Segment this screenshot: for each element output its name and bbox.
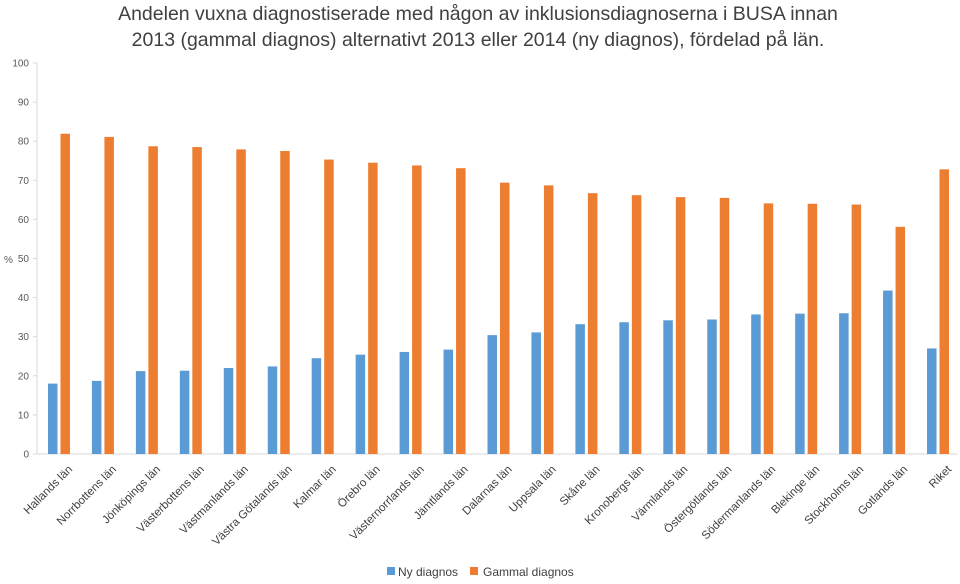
bar-ny-diagnos bbox=[707, 319, 717, 454]
chart-title-line-2: 2013 (gammal diagnos) alternativt 2013 e… bbox=[132, 29, 825, 51]
bar-ny-diagnos bbox=[91, 380, 102, 454]
x-category-label: Södermanlands län bbox=[700, 464, 779, 543]
bar-ny-diagnos bbox=[47, 383, 58, 454]
bar-gammal-diagnos bbox=[543, 185, 554, 454]
y-tick-label: 80 bbox=[18, 137, 30, 148]
x-category-label: Örebro län bbox=[336, 464, 383, 511]
bar-gammal-diagnos bbox=[368, 162, 378, 454]
legend: Ny diagnos Gammal diagnos bbox=[387, 565, 574, 579]
y-tick-label: 20 bbox=[18, 371, 30, 382]
bar-gammal-diagnos bbox=[500, 182, 510, 454]
bar-ny-diagnos bbox=[751, 314, 761, 454]
x-category-label: Riket bbox=[927, 463, 955, 491]
bar-gammal-diagnos bbox=[280, 150, 290, 454]
bar-gammal-diagnos bbox=[851, 204, 862, 454]
bar-gammal-diagnos bbox=[60, 133, 70, 454]
legend-label-gammal-diagnos: Gammal diagnos bbox=[483, 565, 574, 579]
bar-gammal-diagnos bbox=[324, 159, 334, 454]
bar-gammal-diagnos bbox=[412, 165, 422, 454]
bar-ny-diagnos bbox=[487, 335, 497, 454]
bar-ny-diagnos bbox=[663, 320, 673, 454]
bar-ny-diagnos bbox=[135, 371, 146, 454]
y-tick-label: 70 bbox=[18, 176, 30, 187]
bar-gammal-diagnos bbox=[807, 203, 818, 454]
bar-ny-diagnos bbox=[355, 354, 366, 454]
bar-ny-diagnos bbox=[619, 322, 629, 454]
y-tick-label: 50 bbox=[18, 254, 30, 265]
bar-ny-diagnos bbox=[531, 332, 541, 454]
bar-gammal-diagnos bbox=[719, 197, 730, 454]
y-tick-label: 60 bbox=[18, 215, 30, 226]
bar-gammal-diagnos bbox=[104, 136, 114, 454]
legend-swatch-gammal-diagnos bbox=[470, 567, 478, 575]
y-tick-label: 30 bbox=[18, 332, 30, 343]
bar-gammal-diagnos bbox=[148, 146, 158, 454]
x-category-label: Kalmar län bbox=[291, 464, 338, 511]
y-tick-label: 100 bbox=[12, 59, 29, 70]
bar-gammal-diagnos bbox=[763, 203, 774, 454]
bar-gammal-diagnos bbox=[192, 147, 202, 454]
x-category-label: Västra Götalands län bbox=[210, 464, 294, 548]
bar-ny-diagnos bbox=[795, 313, 805, 454]
bar-gammal-diagnos bbox=[631, 195, 642, 454]
y-tick-label: 0 bbox=[23, 450, 29, 461]
y-tick-label: 40 bbox=[18, 293, 30, 304]
chart-title-line-1: Andelen vuxna diagnostiserade med någon … bbox=[118, 3, 838, 25]
y-tick-label: 90 bbox=[18, 98, 30, 109]
bar-ny-diagnos bbox=[311, 358, 322, 454]
bar-ny-diagnos bbox=[399, 351, 410, 454]
bar-ny-diagnos bbox=[443, 349, 454, 454]
bar-ny-diagnos bbox=[927, 348, 937, 454]
bar-ny-diagnos bbox=[839, 313, 849, 454]
x-category-label: Västernorrlands län bbox=[348, 464, 427, 543]
bar-gammal-diagnos bbox=[456, 168, 466, 454]
bar-gammal-diagnos bbox=[236, 149, 246, 454]
bar-ny-diagnos bbox=[267, 366, 278, 454]
y-axis-label: % bbox=[4, 255, 13, 266]
bar-gammal-diagnos bbox=[895, 226, 906, 454]
legend-label-ny-diagnos: Ny diagnos bbox=[398, 565, 458, 579]
y-tick-label: 10 bbox=[18, 410, 30, 421]
bar-ny-diagnos bbox=[883, 290, 893, 454]
bar-ny-diagnos bbox=[575, 324, 585, 454]
x-category-label: Skåne län bbox=[558, 464, 603, 509]
bar-gammal-diagnos bbox=[675, 197, 686, 455]
bar-gammal-diagnos bbox=[939, 169, 950, 454]
legend-swatch-ny-diagnos bbox=[387, 567, 395, 575]
bar-ny-diagnos bbox=[223, 367, 234, 454]
bar-ny-diagnos bbox=[179, 370, 190, 454]
bar-gammal-diagnos bbox=[587, 193, 598, 454]
x-category-label: Uppsala län bbox=[507, 464, 558, 515]
